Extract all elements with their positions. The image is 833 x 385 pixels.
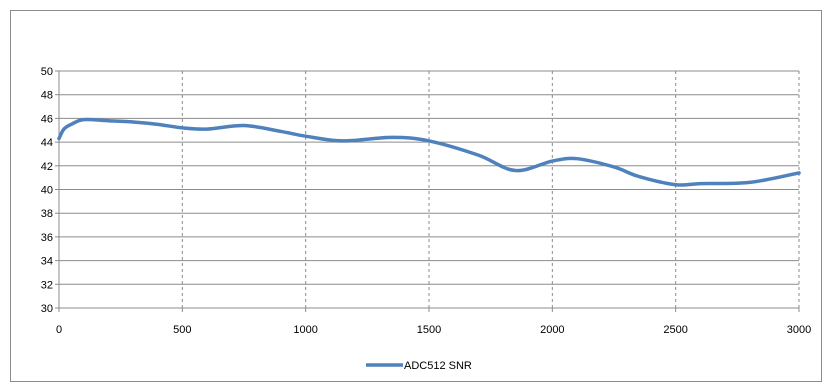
y-tick-label: 46: [41, 113, 53, 125]
axis-layer: [55, 70, 800, 312]
legend: ADC512 SNR: [366, 360, 472, 372]
x-tick-label: 2500: [663, 324, 687, 336]
series-line: [57, 117, 801, 187]
x-tick-label: 2000: [540, 324, 564, 336]
y-tick-label: 30: [41, 303, 53, 315]
legend-label: ADC512 SNR: [404, 360, 472, 372]
y-tick-label: 34: [41, 256, 53, 268]
chart-frame: 30 32 34 36 38 40 42 44 46 48 50 0 500 1000 1500 2000 25…: [10, 10, 822, 382]
y-tick-label: 44: [41, 137, 53, 149]
y-tick-label: 48: [41, 90, 53, 102]
y-tick-label: 32: [41, 279, 53, 291]
x-tick-label: 3000: [787, 324, 811, 336]
x-tick-label: 0: [56, 324, 62, 336]
y-tick-label: 50: [41, 66, 53, 78]
x-tick-label: 500: [173, 324, 191, 336]
grid-layer: [59, 70, 800, 308]
y-tick-label: 40: [41, 185, 53, 197]
x-tick-label: 1000: [293, 324, 317, 336]
series-layer: [57, 117, 801, 187]
y-tick-label: 38: [41, 208, 53, 220]
y-tick-label: 42: [41, 161, 53, 173]
x-tick-label: 1500: [417, 324, 441, 336]
y-tick-label: 36: [41, 232, 53, 244]
